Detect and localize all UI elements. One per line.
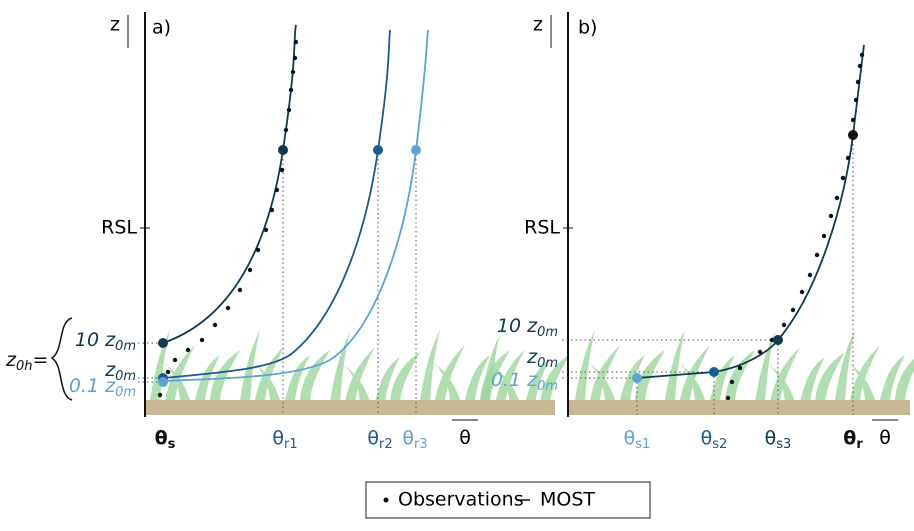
point: [158, 338, 168, 348]
label-sub: 0h: [16, 359, 33, 374]
label-text: θ: [765, 427, 777, 449]
label: 10 z0m: [497, 315, 558, 340]
label-text: θ: [402, 427, 414, 449]
label: z0h=: [5, 349, 48, 374]
label-sub: 0m: [537, 325, 558, 340]
rsl-label: RSL: [524, 217, 560, 239]
guides: [562, 135, 854, 415]
point: [709, 367, 719, 377]
ground: [145, 400, 555, 415]
label: θr: [843, 427, 863, 452]
label-text: z: [104, 359, 116, 381]
label-text: 10 z: [497, 315, 538, 337]
point: [411, 145, 421, 155]
label: θs2: [701, 427, 728, 452]
brace: [50, 317, 73, 401]
label-text: 0.1 z: [491, 369, 538, 391]
panel-b: [550, 12, 914, 421]
guides: [138, 150, 417, 415]
panel-label: b): [578, 17, 597, 39]
label-text: z: [526, 346, 538, 368]
label: z0m: [526, 346, 558, 371]
label-sub: s3: [776, 437, 791, 452]
label-text: θ: [624, 427, 636, 449]
label-sub: r1: [284, 437, 298, 452]
label-sub: 0m: [115, 369, 136, 384]
label-sub: 0m: [537, 356, 558, 371]
legend-label: Observations: [398, 489, 524, 511]
label-text: z: [5, 349, 17, 371]
observations: [157, 39, 299, 398]
label-sub: 0m: [537, 379, 558, 394]
most-curve: [162, 29, 429, 382]
z-label: z: [110, 14, 120, 36]
label-sub: 0m: [115, 385, 136, 400]
label: θs1: [624, 427, 651, 452]
ground: [568, 400, 910, 415]
label: θr1: [272, 427, 297, 452]
most-curve: [636, 44, 865, 379]
legend: [365, 481, 651, 519]
rsl-label: RSL: [101, 217, 137, 239]
label-sub: r: [856, 437, 863, 452]
point: [632, 373, 642, 383]
theta-label: θ: [879, 427, 891, 449]
panel-label: a): [152, 17, 171, 39]
label-text: θ: [843, 427, 856, 449]
z-label: z: [533, 14, 543, 36]
label: θs: [155, 427, 176, 452]
legend-box: [365, 481, 651, 519]
label-text: 0.1 z: [69, 375, 116, 397]
point: [773, 335, 783, 345]
legend-dot: [383, 497, 389, 503]
label-sub: r3: [414, 437, 428, 452]
label-sub: r2: [379, 437, 393, 452]
most-curve: [162, 24, 297, 344]
label: θr2: [367, 427, 392, 452]
theta-label: θ: [459, 427, 471, 449]
most-curve: [162, 29, 391, 379]
label: 0.1 z0m: [69, 375, 136, 400]
label: 0.1 z0m: [491, 369, 558, 394]
label-text: θ: [155, 427, 168, 449]
label-text: θ: [701, 427, 713, 449]
point: [278, 145, 288, 155]
point: [158, 377, 168, 387]
label-text: θ: [367, 427, 379, 449]
label-text: θ: [272, 427, 284, 449]
label-sub: s1: [635, 437, 650, 452]
observations: [725, 52, 865, 401]
label-sub: s: [168, 437, 176, 452]
label: θr3: [402, 427, 427, 452]
label: z0m: [104, 359, 136, 384]
point: [848, 130, 858, 140]
label-suffix: =: [33, 349, 49, 371]
legend-label: MOST: [540, 489, 595, 511]
label: θs3: [765, 427, 792, 452]
label-sub: 0m: [115, 339, 136, 354]
panel-a: [50, 12, 570, 421]
label: 10 z0m: [75, 329, 136, 354]
label-sub: s2: [712, 437, 727, 452]
point: [373, 145, 383, 155]
label-text: 10 z: [75, 329, 116, 351]
